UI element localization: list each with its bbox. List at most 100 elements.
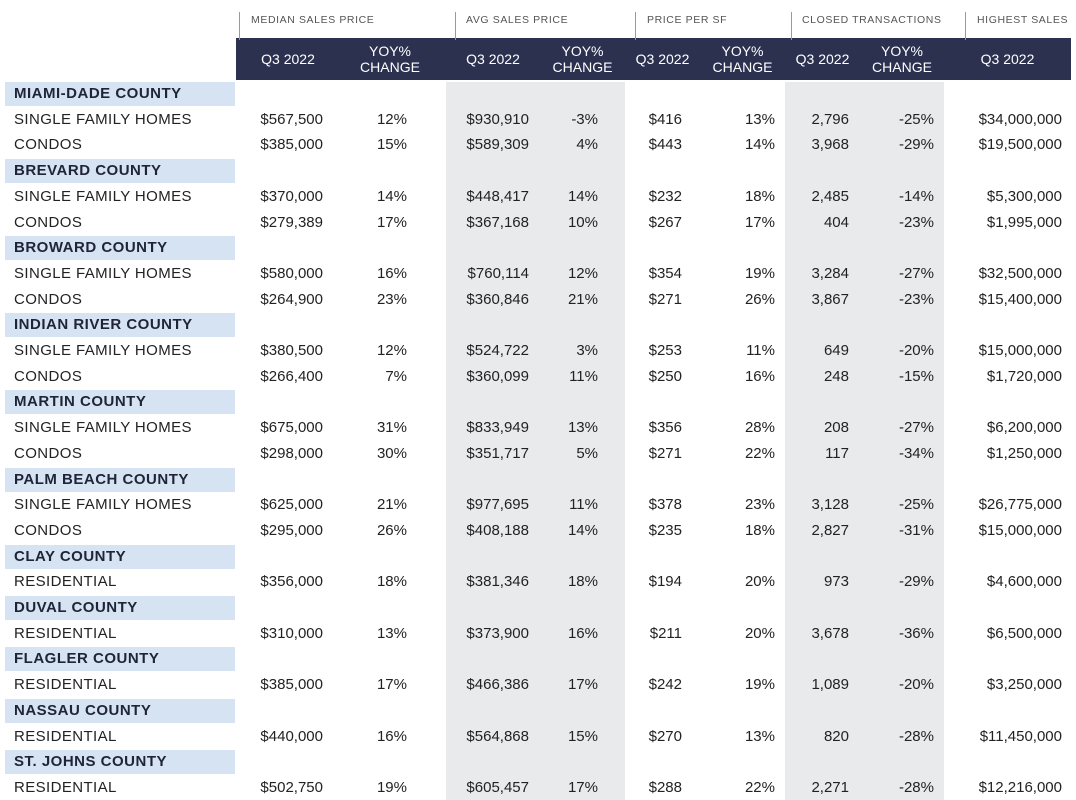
closed-transactions-yoy-cell: -34% — [898, 444, 934, 462]
closed-transactions-yoy-cell: -28% — [898, 778, 934, 796]
closed-transactions-yoy-cell: -29% — [898, 573, 934, 591]
price-per-sf-cell: $232 — [648, 187, 682, 205]
county-name: MIAMI-DADE COUNTY — [14, 85, 182, 102]
price-per-sf-yoy-cell: 18% — [744, 521, 775, 539]
price-per-sf-cell: $211 — [649, 624, 682, 642]
closed-transactions-yoy-cell: -14% — [898, 187, 934, 205]
price-per-sf-yoy-cell: 22% — [744, 444, 775, 462]
median-price-cell: $625,000 — [260, 496, 323, 514]
county-name: FLAGLER COUNTY — [14, 650, 160, 668]
highest-sale-cell: $32,500,000 — [978, 264, 1062, 282]
median-price-cell: $440,000 — [260, 727, 323, 745]
highest-sale-cell: $3,250,000 — [986, 676, 1062, 694]
property-type: RESIDENTIAL — [14, 676, 117, 694]
closed-transactions-cell: 208 — [823, 419, 849, 437]
median-price-cell: $567,500 — [260, 110, 323, 128]
price-per-sf-cell: $235 — [648, 521, 682, 539]
price-per-sf-yoy-cell: 13% — [744, 727, 775, 745]
avg-price-cell: $977,695 — [466, 496, 529, 514]
price-per-sf-cell: $378 — [648, 496, 682, 514]
closed-transactions-yoy-cell: -23% — [898, 213, 934, 231]
median-yoy-cell: 14% — [376, 187, 407, 205]
property-type: CONDOS — [14, 290, 83, 308]
county-name: CLAY COUNTY — [14, 547, 127, 565]
price-per-sf-yoy-cell: 19% — [744, 264, 775, 282]
median-price-cell: $675,000 — [260, 419, 323, 437]
avg-yoy-cell: 13% — [567, 419, 598, 437]
yoy-change-subheader: YOY% CHANGE — [540, 38, 625, 80]
subheader-text: CHANGE — [712, 59, 773, 75]
highest-sale-cell: $15,000,000 — [978, 342, 1062, 359]
median-yoy-cell: 26% — [376, 521, 407, 539]
avg-yoy-cell: 11% — [569, 496, 598, 514]
highest-sale-cell: $1,250,000 — [986, 444, 1062, 462]
price-per-sf-cell: $288 — [648, 778, 682, 796]
county-band — [5, 467, 235, 492]
avg-yoy-cell: 14% — [567, 521, 598, 539]
county-name: BREVARD COUNTY — [14, 162, 162, 180]
property-type: RESIDENTIAL — [14, 778, 117, 796]
avg-price-cell: $360,099 — [466, 367, 529, 385]
median-price-cell: $279,389 — [260, 213, 323, 231]
closed-transactions-cell: 248 — [823, 367, 849, 385]
median-price-cell: $370,000 — [260, 187, 323, 205]
highest-sale-cell: $4,600,000 — [986, 573, 1062, 591]
group-divider — [791, 12, 792, 40]
county-name: NASSAU COUNTY — [14, 701, 152, 719]
closed-transactions-yoy-cell: -31% — [898, 521, 934, 539]
county-band — [5, 236, 235, 261]
property-type: CONDOS — [14, 521, 83, 539]
median-price-cell: $502,750 — [260, 778, 323, 796]
county-name: BROWARD COUNTY — [14, 239, 168, 257]
property-type: CONDOS — [14, 444, 83, 462]
median-price-cell: $385,000 — [260, 676, 323, 694]
property-type: CONDOS — [14, 367, 83, 385]
quarter-subheader: Q3 2022 — [236, 38, 340, 80]
yoy-change-subheader: YOY% CHANGE — [860, 38, 944, 80]
closed-transactions-cell: 404 — [823, 213, 849, 231]
highest-sale-cell: $34,000,000 — [978, 110, 1062, 128]
price-per-sf-yoy-cell: 20% — [744, 573, 775, 591]
closed-transactions-cell: 2,271 — [811, 778, 849, 796]
closed-transactions-column-shade — [785, 82, 944, 800]
subheader-text: YOY% — [561, 43, 604, 59]
property-type: RESIDENTIAL — [14, 727, 117, 745]
group-divider — [455, 12, 456, 40]
highest-sale-cell: $1,720,000 — [986, 367, 1062, 385]
subheader-text: Q3 2022 — [635, 51, 690, 67]
quarter-subheader: Q3 2022 — [944, 38, 1071, 80]
highest-sales-header: HIGHEST SALES — [977, 14, 1069, 26]
subheader-text: Q3 2022 — [261, 51, 315, 67]
price-per-sf-yoy-cell: 26% — [744, 290, 775, 308]
highest-sale-cell: $6,500,000 — [986, 624, 1062, 642]
median-yoy-cell: 30% — [376, 444, 407, 462]
median-price-cell: $298,000 — [260, 444, 323, 462]
group-divider — [635, 12, 636, 40]
median-yoy-cell: 18% — [376, 573, 407, 591]
avg-price-cell: $930,910 — [466, 110, 529, 128]
avg-yoy-cell: 17% — [567, 676, 598, 694]
closed-transactions-cell: 1,089 — [811, 676, 849, 694]
closed-transactions-yoy-cell: -25% — [898, 110, 934, 128]
avg-price-column-shade — [446, 82, 625, 800]
avg-price-cell: $589,309 — [466, 136, 529, 154]
closed-transactions-cell: 3,867 — [811, 290, 849, 308]
closed-transactions-cell: 3,968 — [811, 136, 849, 154]
price-per-sf-cell: $356 — [648, 419, 682, 437]
median-yoy-cell: 16% — [376, 727, 407, 745]
avg-price-cell: $381,346 — [466, 573, 529, 591]
highest-sale-cell: $15,400,000 — [978, 290, 1062, 308]
closed-transactions-cell: 973 — [823, 573, 849, 591]
closed-transactions-yoy-cell: -28% — [898, 727, 934, 745]
closed-transactions-yoy-cell: -29% — [898, 136, 934, 154]
avg-yoy-cell: 5% — [576, 444, 598, 462]
avg-yoy-cell: 21% — [567, 290, 598, 308]
subheader-text: CHANGE — [552, 59, 613, 75]
avg-price-cell: $373,900 — [466, 624, 529, 642]
closed-transactions-cell: 3,128 — [811, 496, 849, 514]
property-type: SINGLE FAMILY HOMES — [14, 342, 192, 359]
yoy-change-subheader: YOY% CHANGE — [700, 38, 785, 80]
county-band — [5, 596, 235, 620]
closed-transactions-cell: 2,827 — [811, 521, 849, 539]
